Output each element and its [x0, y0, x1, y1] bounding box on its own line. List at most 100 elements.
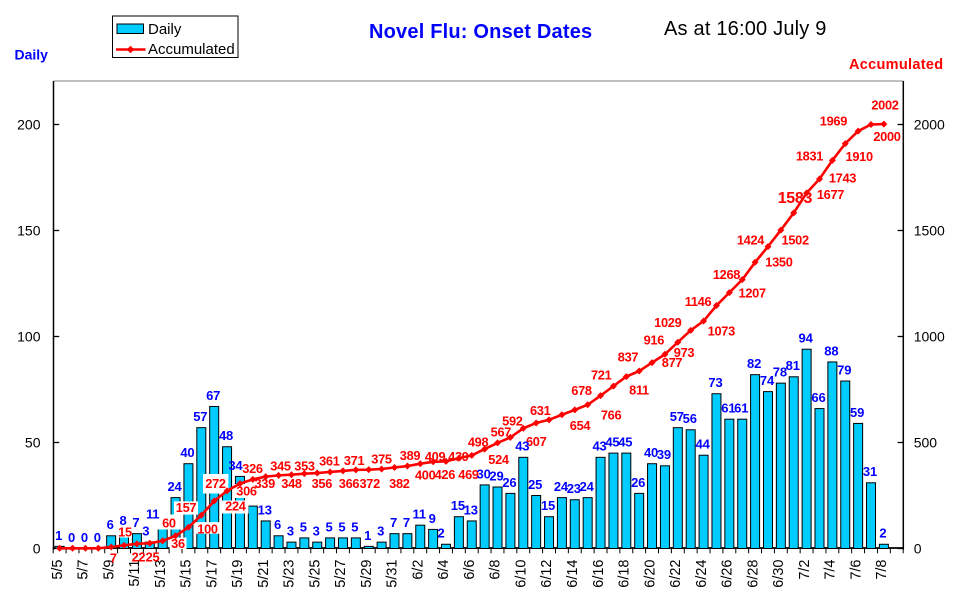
svg-text:371: 371: [344, 453, 365, 468]
svg-text:426: 426: [435, 467, 456, 482]
svg-text:13: 13: [464, 502, 478, 517]
svg-text:5: 5: [326, 519, 333, 534]
svg-text:5/13: 5/13: [153, 560, 169, 588]
svg-text:Daily: Daily: [148, 21, 182, 38]
svg-text:7: 7: [132, 515, 139, 530]
svg-text:2000: 2000: [873, 129, 900, 144]
svg-text:Accumulated: Accumulated: [849, 57, 943, 73]
svg-text:6/6: 6/6: [462, 560, 478, 580]
svg-text:157: 157: [176, 500, 197, 515]
svg-text:45: 45: [605, 435, 619, 450]
svg-text:6/28: 6/28: [745, 560, 761, 588]
svg-text:224: 224: [225, 499, 247, 514]
svg-text:339: 339: [254, 476, 275, 491]
svg-text:0: 0: [33, 541, 41, 557]
svg-text:82: 82: [747, 356, 761, 371]
svg-text:6/18: 6/18: [617, 560, 633, 588]
svg-text:26: 26: [502, 475, 516, 490]
svg-text:382: 382: [389, 476, 410, 491]
svg-text:5/5: 5/5: [50, 560, 66, 580]
svg-text:94: 94: [799, 331, 814, 346]
svg-text:1000: 1000: [914, 329, 945, 345]
svg-text:361: 361: [319, 454, 340, 469]
svg-text:607: 607: [526, 434, 547, 449]
svg-text:0: 0: [81, 530, 88, 545]
svg-text:25: 25: [146, 550, 160, 565]
svg-text:567: 567: [491, 425, 512, 440]
svg-text:389: 389: [400, 448, 421, 463]
svg-text:79: 79: [837, 362, 851, 377]
svg-text:1: 1: [55, 528, 62, 543]
svg-text:5: 5: [338, 519, 345, 534]
svg-text:24: 24: [580, 479, 595, 494]
svg-text:100: 100: [197, 521, 218, 536]
svg-text:57: 57: [193, 409, 207, 424]
svg-text:24: 24: [554, 479, 569, 494]
svg-text:2000: 2000: [914, 117, 945, 133]
svg-text:500: 500: [914, 435, 938, 451]
svg-text:56: 56: [683, 411, 697, 426]
svg-text:7: 7: [390, 515, 397, 530]
svg-text:34: 34: [228, 458, 243, 473]
svg-text:5/15: 5/15: [179, 560, 195, 588]
svg-text:24: 24: [167, 479, 182, 494]
svg-text:345: 345: [270, 459, 291, 474]
svg-text:23: 23: [567, 481, 581, 496]
svg-text:61: 61: [734, 401, 748, 416]
svg-text:5/11: 5/11: [127, 560, 143, 587]
svg-text:7/2: 7/2: [797, 560, 813, 580]
svg-text:811: 811: [629, 382, 649, 397]
svg-text:1910: 1910: [846, 149, 873, 164]
svg-text:1502: 1502: [782, 233, 809, 248]
svg-text:837: 837: [618, 349, 639, 364]
svg-text:6/2: 6/2: [410, 560, 426, 580]
svg-text:13: 13: [258, 502, 272, 517]
svg-text:592: 592: [502, 413, 523, 428]
svg-text:7/6: 7/6: [848, 560, 864, 580]
svg-text:1583: 1583: [778, 190, 813, 207]
svg-text:5/27: 5/27: [333, 560, 349, 588]
svg-text:8: 8: [119, 513, 126, 528]
svg-text:916: 916: [644, 333, 665, 348]
svg-text:74: 74: [760, 373, 775, 388]
svg-text:973: 973: [674, 345, 695, 360]
svg-text:Accumulated: Accumulated: [148, 41, 235, 58]
svg-text:26: 26: [631, 475, 645, 490]
svg-text:1073: 1073: [708, 323, 735, 338]
svg-text:100: 100: [17, 329, 41, 345]
svg-text:6: 6: [107, 517, 114, 532]
svg-text:375: 375: [371, 452, 392, 467]
svg-text:5/9: 5/9: [101, 560, 117, 580]
svg-text:5/25: 5/25: [307, 560, 323, 588]
svg-text:0: 0: [68, 530, 75, 545]
svg-text:31: 31: [863, 464, 877, 479]
svg-text:5/19: 5/19: [230, 560, 246, 588]
svg-text:766: 766: [601, 408, 622, 423]
svg-text:1146: 1146: [685, 294, 712, 309]
svg-text:6/12: 6/12: [539, 560, 555, 588]
svg-text:78: 78: [773, 365, 787, 380]
svg-text:1207: 1207: [739, 285, 766, 300]
svg-text:0: 0: [914, 541, 922, 557]
svg-text:3: 3: [313, 524, 320, 539]
svg-text:1268: 1268: [713, 267, 740, 282]
svg-text:409: 409: [425, 449, 446, 464]
svg-text:15: 15: [118, 525, 132, 540]
svg-text:366: 366: [339, 476, 360, 491]
svg-text:Daily: Daily: [15, 47, 49, 63]
svg-text:5/21: 5/21: [256, 560, 272, 588]
svg-text:6/14: 6/14: [565, 560, 581, 588]
svg-text:2: 2: [437, 526, 444, 541]
svg-text:400: 400: [415, 468, 436, 483]
svg-text:498: 498: [468, 435, 489, 450]
svg-text:1500: 1500: [914, 223, 945, 239]
svg-text:29: 29: [489, 468, 503, 483]
svg-text:654: 654: [570, 418, 592, 433]
svg-text:150: 150: [17, 223, 41, 239]
svg-text:6/20: 6/20: [642, 560, 658, 588]
svg-text:6/10: 6/10: [513, 560, 529, 588]
svg-text:524: 524: [488, 452, 510, 467]
svg-text:353: 353: [294, 459, 315, 474]
svg-text:6/4: 6/4: [436, 560, 452, 580]
svg-text:5/7: 5/7: [76, 560, 92, 580]
